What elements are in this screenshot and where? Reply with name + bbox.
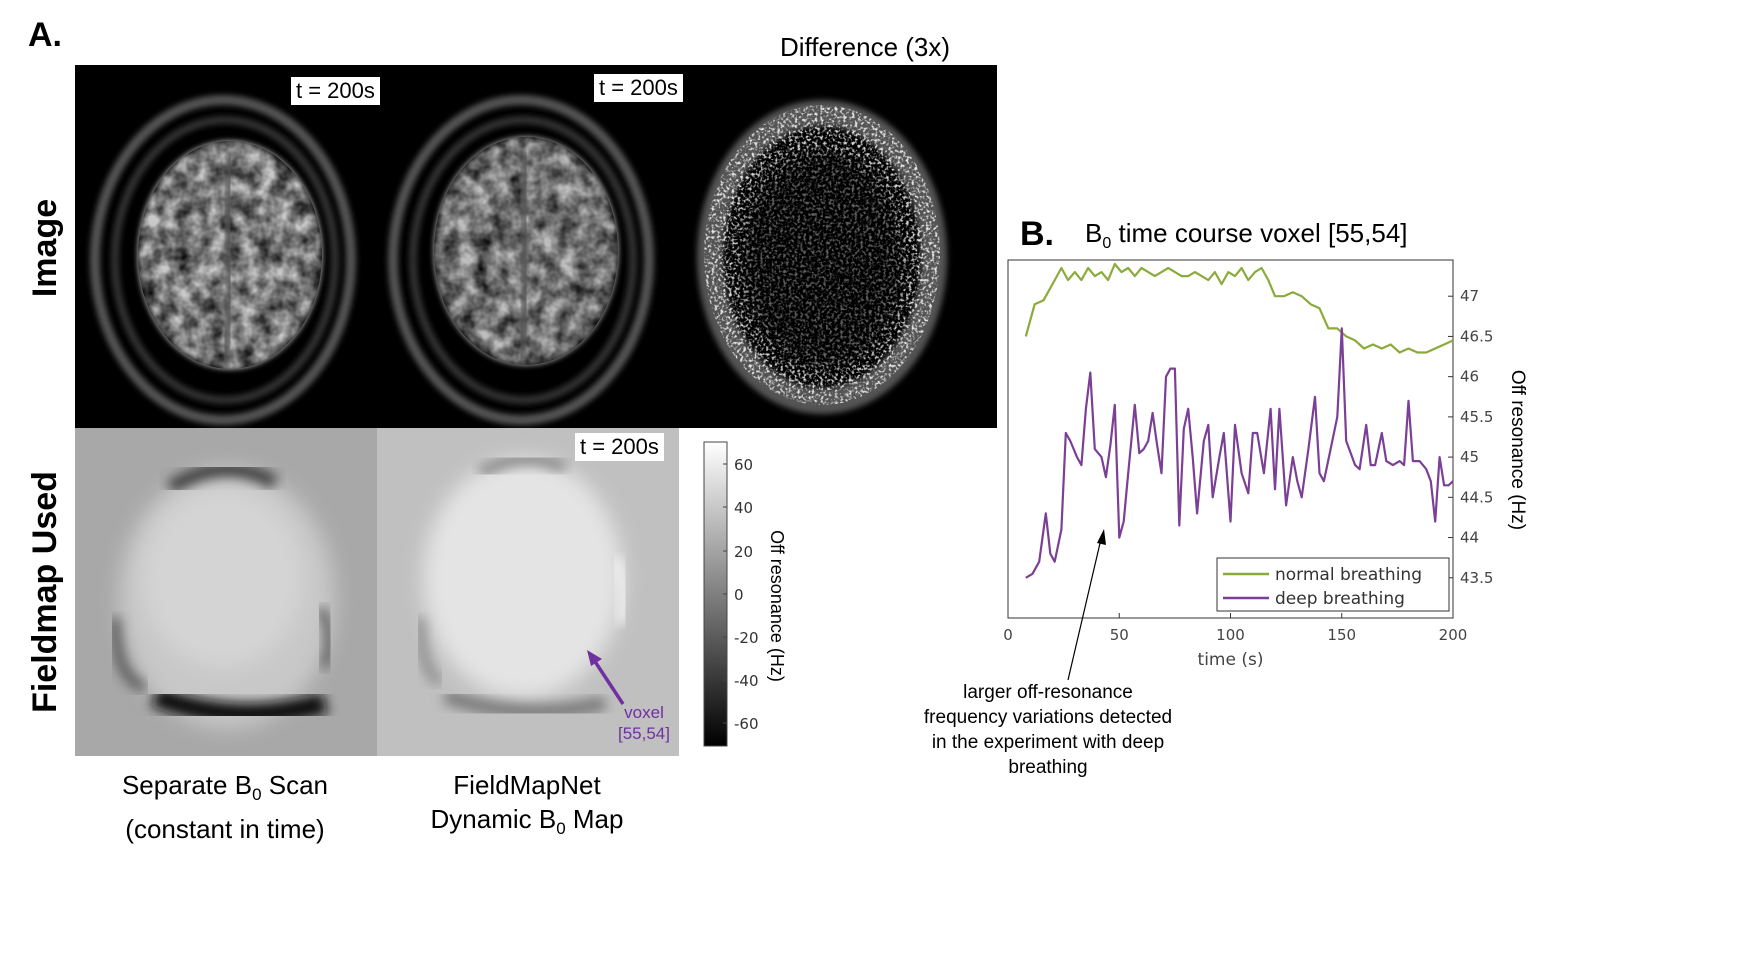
caption-separate: Separate B0 Scan (constant in time) (95, 768, 355, 846)
time-tag-3: t = 200s (575, 433, 664, 461)
y-tick-label-0: 43.5 (1460, 569, 1493, 587)
series-line-deep-breathing (1025, 327, 1454, 579)
brain-image-1 (90, 95, 356, 425)
y-tick-label-6: 46.5 (1460, 327, 1493, 345)
caption-fieldmapnet: FieldMapNet Dynamic B0 Map (397, 768, 657, 846)
caption-separate-l1a: Separate B (121, 770, 253, 800)
colorbar-tick-neg60: -60 (734, 715, 759, 733)
brain-image-2 (388, 95, 654, 425)
colorbar (703, 441, 728, 747)
row-label-image: Image (26, 198, 64, 298)
voxel-label-line2: [55,54] (618, 724, 670, 743)
panel-b-letter: B. (1020, 215, 1054, 253)
series-line-normal-breathing (1024, 262, 1454, 354)
x-tick-label-4: 200 (1439, 626, 1468, 644)
colorbar-tick-0: 0 (734, 586, 744, 604)
y-tick-label-3: 45 (1460, 448, 1479, 466)
x-tick-label-0: 0 (1003, 626, 1013, 644)
colorbar-tick-neg40: -40 (734, 672, 759, 690)
caption-separate-l1b: Scan (261, 770, 329, 800)
chart-title-post: time course voxel [55,54] (1111, 218, 1408, 248)
difference-image (697, 100, 947, 414)
chart-title: B0 time course voxel [55,54] (1085, 218, 1408, 253)
time-tag-2: t = 200s (594, 74, 683, 102)
colorbar-tick-40: 40 (734, 499, 754, 517)
voxel-arrow (587, 650, 625, 705)
b0-timecourse-chart: 0 50 100 150 200 43.5 44 44.5 45 45.5 46 46.5 47 time… (1003, 259, 1493, 670)
panel-a-letter: A. (28, 16, 62, 54)
x-axis-label: time (s) (1198, 650, 1264, 670)
caption-separate-l2: (constant in time) (125, 814, 325, 845)
x-tick-label-3: 150 (1327, 626, 1356, 644)
colorbar-tick-neg20: -20 (734, 629, 759, 647)
x-tick-label-2: 100 (1216, 626, 1245, 644)
colorbar-tick-60: 60 (734, 456, 754, 474)
annotation-note: larger off-resonance frequency variation… (908, 680, 1188, 780)
voxel-label: voxel [55,54] (604, 702, 684, 744)
caption-fieldmapnet-sub: 0 (556, 819, 566, 839)
y-tick-label-5: 46 (1460, 368, 1479, 386)
fieldmapnet-b0-map (377, 428, 679, 756)
caption-fieldmapnet-l2b: Map (565, 804, 624, 834)
separate-b0-map (75, 428, 377, 756)
colorbar-label: Off resonance (Hz) (767, 530, 787, 682)
voxel-label-line1: voxel (624, 703, 664, 722)
legend-box (1216, 557, 1450, 612)
note-line3: in the experiment with deep (931, 732, 1165, 753)
y-tick-label-1: 44 (1460, 529, 1479, 547)
colorbar-tick-20: 20 (734, 543, 754, 561)
y-tick-label-2: 44.5 (1460, 488, 1493, 506)
caption-fieldmapnet-l1: FieldMapNet (453, 770, 601, 800)
y-tick-label-4: 45.5 (1460, 408, 1493, 426)
annotation-arrow (1067, 529, 1106, 681)
note-line2: frequency variations detected (923, 707, 1173, 728)
difference-title: Difference (3x) (780, 32, 951, 62)
legend-label-1: deep breathing (1275, 589, 1405, 609)
y-tick-label-7: 47 (1460, 287, 1479, 305)
x-tick-label-1: 50 (1110, 626, 1129, 644)
chart-ylabel: Off resonance (Hz) (1507, 369, 1528, 531)
colorbar-label-wrap: Off resonance (Hz) (672, 530, 882, 682)
note-line1: larger off-resonance (963, 682, 1133, 703)
chart-title-pre: B (1085, 218, 1103, 248)
legend-label-0: normal breathing (1275, 565, 1422, 585)
caption-separate-sub: 0 (252, 785, 262, 805)
fieldmap-row-strip (75, 428, 679, 756)
time-tag-1: t = 200s (291, 77, 380, 105)
caption-fieldmapnet-l2a: Dynamic B (430, 804, 557, 834)
note-line4: breathing (1008, 757, 1088, 778)
chart-title-sub: 0 (1102, 235, 1112, 253)
row-label-fieldmap: Fieldmap Used (26, 471, 64, 713)
ylabel-wrap: Off resonance (Hz) (1412, 370, 1622, 530)
image-row-strip (75, 65, 997, 428)
